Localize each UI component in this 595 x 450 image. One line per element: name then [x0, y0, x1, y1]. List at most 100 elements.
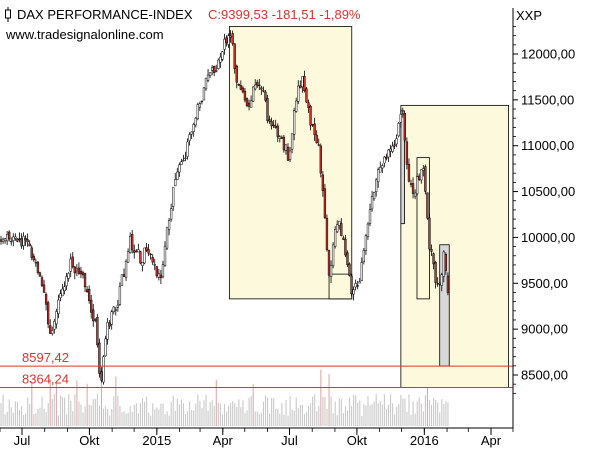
volume-bar [185, 414, 187, 426]
volume-bar [111, 408, 113, 426]
candle-body [194, 117, 197, 126]
candle-body [0, 239, 3, 242]
candle [3, 237, 7, 244]
candle [51, 326, 54, 336]
candle [18, 232, 21, 243]
volume-bar [125, 413, 127, 426]
volume-bar [162, 403, 164, 426]
volume-bar [207, 410, 209, 426]
candle [47, 300, 50, 329]
candle [432, 252, 435, 270]
volume-bar [246, 410, 248, 426]
y-tick-label: 10500,00 [521, 184, 575, 199]
candle [202, 86, 206, 101]
candle-body [135, 250, 138, 253]
candle-body [133, 250, 136, 253]
candle-body [331, 244, 335, 267]
candle-body [153, 264, 156, 266]
volume-bar [340, 398, 342, 426]
volume-bar [193, 410, 195, 426]
candle [34, 258, 38, 267]
volume-bar [166, 411, 168, 426]
candle [116, 299, 119, 312]
candle-body [293, 110, 296, 135]
volume-bar [281, 402, 283, 426]
x-tick-label: 2016 [410, 433, 439, 448]
support-lines: 8597,42 8364,24 [0, 350, 513, 388]
volume-bar [219, 403, 221, 426]
volume-bar [375, 394, 377, 426]
candle [418, 173, 421, 181]
volume-bar [27, 397, 29, 426]
volume-bar [117, 395, 119, 426]
candle-body [403, 113, 407, 141]
candle-body [336, 224, 339, 233]
candle [235, 64, 238, 89]
candle [379, 161, 382, 173]
candle [211, 65, 214, 76]
volume-bar [74, 394, 76, 426]
candle [161, 260, 165, 279]
volume-bar [45, 412, 47, 426]
volume-bar [256, 411, 258, 426]
candle [112, 305, 115, 315]
candle [307, 99, 310, 113]
candle [377, 167, 380, 188]
candle-body [63, 286, 66, 291]
volume-bar [170, 402, 172, 426]
candle [393, 140, 396, 150]
candle [249, 95, 253, 108]
volume-bar [338, 398, 340, 426]
volume-bar [394, 414, 396, 426]
volume-bar [363, 404, 365, 426]
volume-bar [103, 408, 105, 426]
volume-bar [100, 370, 103, 426]
volume-bar [12, 412, 14, 426]
candle-body [75, 268, 78, 272]
volume-bar [383, 394, 385, 426]
candle-body [418, 175, 421, 180]
candle-body [256, 82, 259, 86]
candle-body [375, 179, 378, 192]
volume-bar [226, 411, 228, 426]
candle-body [129, 235, 132, 253]
y-tick-label: 11000,00 [521, 138, 574, 153]
volume-bar [297, 408, 299, 426]
candle-body [409, 183, 413, 185]
candle-body [92, 309, 95, 322]
candle-body [211, 67, 214, 71]
volume-bar [209, 402, 211, 426]
volume-bar [215, 379, 217, 426]
volume-bar [135, 403, 137, 426]
candle-body [262, 90, 265, 92]
candle [165, 226, 169, 250]
volume-bar [205, 394, 207, 426]
x-tick-label: Apr [213, 433, 234, 448]
candle [44, 292, 48, 311]
volume-bar [168, 415, 170, 426]
candle-body [22, 236, 25, 246]
candle [243, 88, 247, 103]
candle [141, 261, 144, 272]
candle [61, 283, 64, 297]
volume-bar [2, 394, 4, 426]
candle [368, 203, 372, 227]
candle-body [167, 220, 171, 230]
candle [446, 272, 450, 296]
candle-body [309, 106, 312, 126]
volume-bar [176, 398, 178, 426]
source-watermark: www.tradesignalonline.com [5, 27, 164, 42]
candle [293, 107, 296, 141]
volume-bar [14, 401, 16, 426]
candle-body [290, 133, 294, 150]
candle [354, 279, 357, 291]
candle [79, 266, 83, 279]
volume-bar [43, 408, 45, 426]
candle-body [104, 338, 107, 357]
candle [245, 97, 249, 108]
candle [100, 367, 103, 383]
chart-title: DAX PERFORMANCE-INDEX [17, 7, 193, 22]
zone-box-2 [328, 273, 353, 300]
candle-body [200, 100, 204, 103]
candle-body [219, 56, 222, 63]
